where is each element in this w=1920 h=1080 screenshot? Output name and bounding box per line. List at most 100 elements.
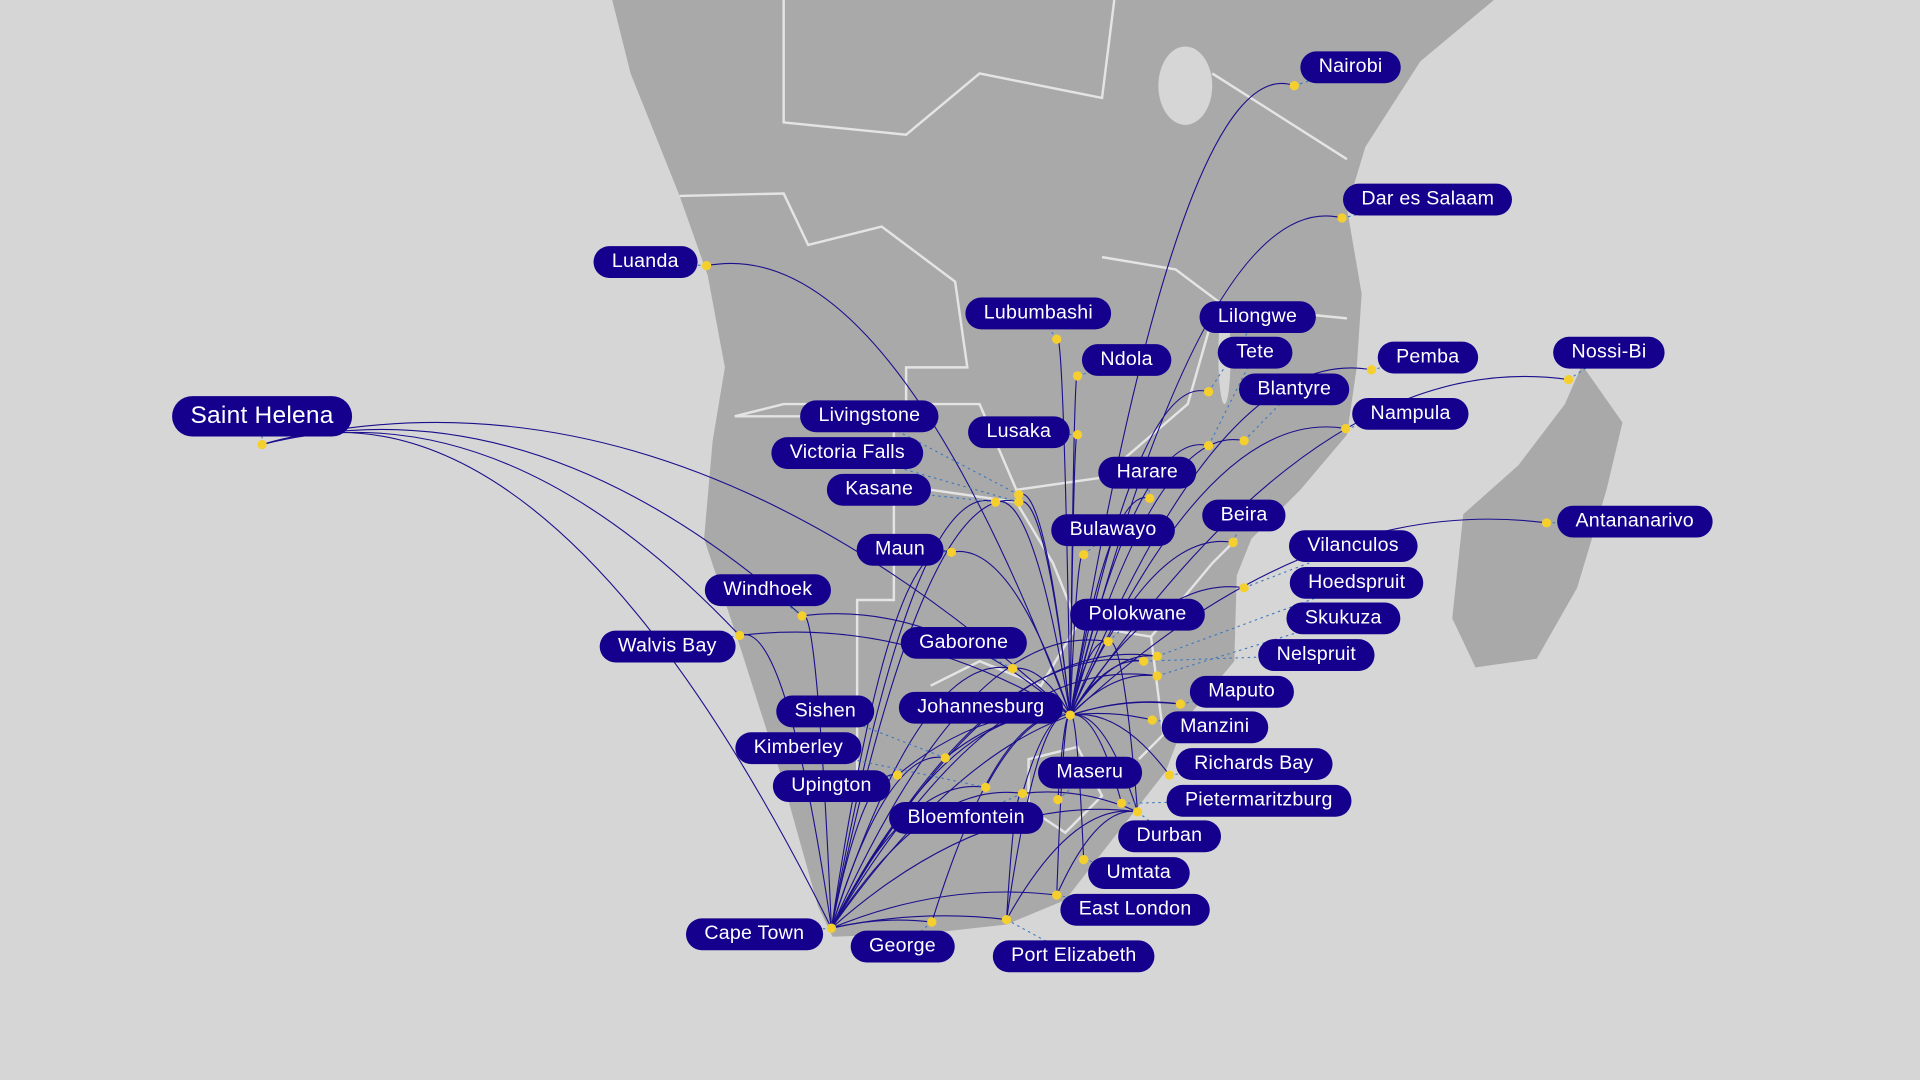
city-label-tete[interactable]: Tete <box>1217 336 1293 369</box>
city-label-skukuza[interactable]: Skukuza <box>1286 602 1401 635</box>
madagascar-landmass <box>1452 364 1623 668</box>
route-johannesburg-kasane <box>995 500 1071 716</box>
city-label-luanda[interactable]: Luanda <box>593 246 698 278</box>
city-label-sishen[interactable]: Sishen <box>776 695 875 728</box>
city-dot-lilongwe[interactable] <box>1203 387 1214 397</box>
route-johannesburg-durban <box>1070 714 1139 813</box>
leader-line-vilanculos <box>1243 545 1354 589</box>
city-label-polokwane[interactable]: Polokwane <box>1070 598 1205 631</box>
city-dot-dar-es-salaam[interactable] <box>1337 213 1347 223</box>
route-johannesburg-blantyre <box>1069 439 1245 716</box>
city-label-manzini[interactable]: Manzini <box>1161 711 1268 744</box>
city-label-hoedspruit[interactable]: Hoedspruit <box>1289 566 1424 599</box>
route-johannesburg-nelspruit <box>1069 660 1144 716</box>
city-label-ndola[interactable]: Ndola <box>1081 344 1172 376</box>
city-dot-antananarivo[interactable] <box>1541 518 1552 528</box>
city-label-lilongwe[interactable]: Lilongwe <box>1199 301 1316 334</box>
city-dot-kasane[interactable] <box>990 497 1001 507</box>
city-dot-pietermaritzburg[interactable] <box>1116 798 1127 808</box>
city-label-blantyre[interactable]: Blantyre <box>1239 373 1350 406</box>
city-dot-durban[interactable] <box>1132 807 1143 817</box>
city-label-johannesburg[interactable]: Johannesburg <box>898 691 1063 724</box>
city-label-lubumbashi[interactable]: Lubumbashi <box>965 297 1112 330</box>
city-dot-upington[interactable] <box>892 770 903 780</box>
city-label-nairobi[interactable]: Nairobi <box>1300 51 1401 84</box>
city-dot-beira[interactable] <box>1228 537 1238 548</box>
city-label-bloemfontein[interactable]: Bloemfontein <box>889 802 1044 834</box>
city-dot-george[interactable] <box>927 917 937 927</box>
city-dot-polokwane[interactable] <box>1103 636 1113 647</box>
city-dot-nampula[interactable] <box>1341 423 1351 434</box>
city-label-saint-helena[interactable]: Saint Helena <box>172 396 352 437</box>
city-label-antananarivo[interactable]: Antananarivo <box>1557 505 1713 538</box>
city-dot-kimberley[interactable] <box>981 782 991 793</box>
city-dot-ndola[interactable] <box>1072 371 1083 381</box>
city-dot-bloemfontein[interactable] <box>1017 788 1028 799</box>
city-dot-hoedspruit[interactable] <box>1152 651 1162 661</box>
city-dot-sishen[interactable] <box>940 753 950 763</box>
city-label-harare[interactable]: Harare <box>1098 456 1197 489</box>
city-dot-saint-helena[interactable] <box>257 439 267 450</box>
city-label-victoria-falls[interactable]: Victoria Falls <box>771 437 924 469</box>
city-label-walvis-bay[interactable]: Walvis Bay <box>599 630 736 663</box>
city-label-umtata[interactable]: Umtata <box>1088 857 1190 889</box>
city-dot-vilanculos[interactable] <box>1239 583 1249 593</box>
city-dot-umtata[interactable] <box>1079 854 1089 865</box>
city-label-maun[interactable]: Maun <box>856 533 944 566</box>
city-label-gaborone[interactable]: Gaborone <box>900 626 1027 659</box>
city-label-lusaka[interactable]: Lusaka <box>968 416 1070 449</box>
city-dot-port-elizabeth[interactable] <box>1001 914 1012 925</box>
city-label-pietermaritzburg[interactable]: Pietermaritzburg <box>1166 784 1351 817</box>
city-label-kimberley[interactable]: Kimberley <box>735 732 862 765</box>
route-johannesburg-richards-bay <box>1070 713 1170 776</box>
city-label-port-elizabeth[interactable]: Port Elizabeth <box>992 940 1155 973</box>
city-dot-windhoek[interactable] <box>797 611 807 621</box>
leader-line-maseru <box>1057 772 1091 801</box>
city-dot-lusaka[interactable] <box>1072 430 1083 440</box>
city-dot-victoria-falls[interactable] <box>1014 497 1024 507</box>
city-dot-johannesburg[interactable] <box>1065 710 1075 720</box>
city-dot-luanda[interactable] <box>701 261 712 271</box>
city-label-livingstone[interactable]: Livingstone <box>800 400 939 433</box>
city-dot-cape-town[interactable] <box>826 923 837 933</box>
city-label-beira[interactable]: Beira <box>1202 499 1286 532</box>
city-label-nelspruit[interactable]: Nelspruit <box>1258 639 1375 672</box>
city-label-maputo[interactable]: Maputo <box>1189 675 1294 708</box>
city-dot-lubumbashi[interactable] <box>1052 334 1062 344</box>
city-dot-east-london[interactable] <box>1052 890 1062 900</box>
city-dot-maun[interactable] <box>946 547 957 557</box>
city-label-nossi-bi[interactable]: Nossi-Bi <box>1553 336 1665 369</box>
city-dot-pemba[interactable] <box>1366 365 1377 375</box>
city-label-kasane[interactable]: Kasane <box>826 473 932 506</box>
city-label-maseru[interactable]: Maseru <box>1038 756 1142 789</box>
city-label-george[interactable]: George <box>850 930 955 963</box>
city-dot-gaborone[interactable] <box>1008 663 1018 674</box>
city-dot-blantyre[interactable] <box>1239 436 1249 446</box>
city-dot-bulawayo[interactable] <box>1079 550 1089 560</box>
city-dot-maputo[interactable] <box>1175 699 1186 709</box>
city-label-pemba[interactable]: Pemba <box>1377 341 1478 374</box>
city-label-cape-town[interactable]: Cape Town <box>685 918 823 951</box>
city-dot-skukuza[interactable] <box>1152 671 1162 681</box>
city-label-vilanculos[interactable]: Vilanculos <box>1288 530 1418 563</box>
city-label-bulawayo[interactable]: Bulawayo <box>1051 514 1175 547</box>
city-dot-walvis-bay[interactable] <box>734 630 745 641</box>
city-label-nampula[interactable]: Nampula <box>1352 397 1470 430</box>
city-dot-maseru[interactable] <box>1053 794 1063 805</box>
city-label-dar-es-salaam[interactable]: Dar es Salaam <box>1343 183 1513 216</box>
city-dot-manzini[interactable] <box>1147 715 1157 725</box>
city-label-upington[interactable]: Upington <box>772 770 890 803</box>
city-label-durban[interactable]: Durban <box>1118 820 1221 853</box>
city-dot-livingstone[interactable] <box>1014 490 1024 500</box>
city-dot-nairobi[interactable] <box>1289 81 1299 91</box>
city-dot-nossi-bi[interactable] <box>1563 374 1574 385</box>
city-dot-richards-bay[interactable] <box>1164 770 1175 780</box>
city-dot-harare[interactable] <box>1145 493 1155 504</box>
city-label-richards-bay[interactable]: Richards Bay <box>1175 748 1332 781</box>
city-label-east-london[interactable]: East London <box>1060 893 1210 926</box>
city-label-windhoek[interactable]: Windhoek <box>704 574 831 607</box>
city-dot-tete[interactable] <box>1203 441 1214 451</box>
city-dot-nelspruit[interactable] <box>1139 656 1149 666</box>
